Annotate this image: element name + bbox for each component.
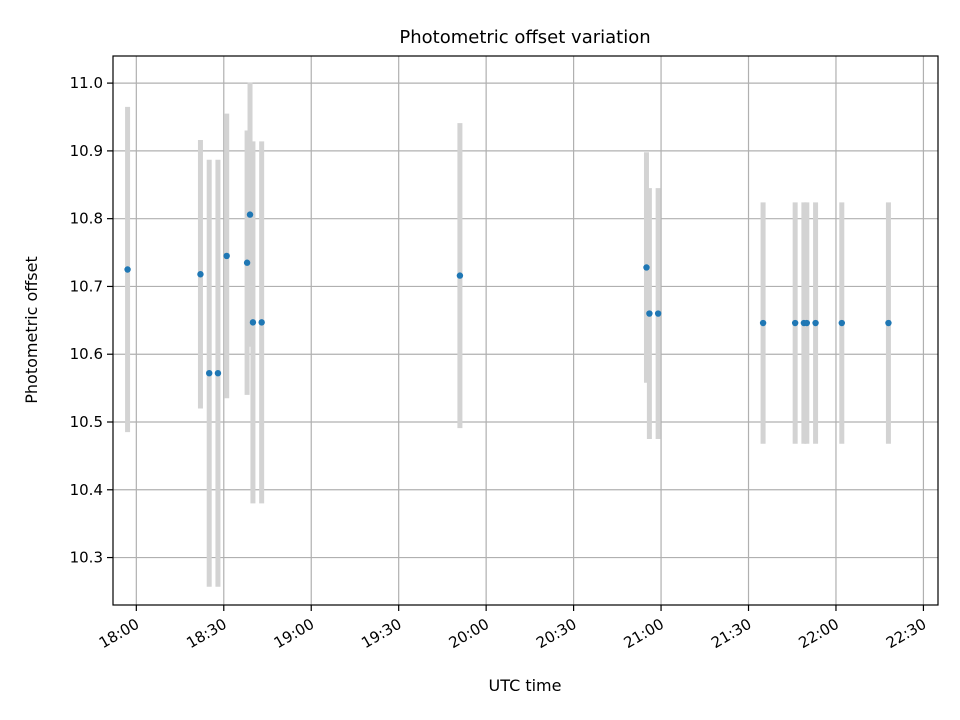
- y-axis-ticks: 10.3 10.4 10.5 10.6 10.7 10.8 10.9 11.0: [70, 74, 113, 567]
- x-tick-label: 21:00: [621, 615, 667, 652]
- x-tick-label: 22:00: [796, 615, 842, 652]
- data-point: [124, 266, 131, 273]
- x-tick-label: 18:00: [96, 615, 142, 652]
- data-point: [249, 319, 257, 326]
- data-point: [258, 319, 265, 326]
- x-tick-label: 20:00: [446, 615, 492, 652]
- data-point: [197, 271, 204, 278]
- x-axis-title: UTC time: [489, 676, 562, 695]
- y-tick-label: 10.9: [70, 142, 103, 160]
- data-points: [124, 211, 892, 377]
- plot-area-frame: [112, 55, 939, 606]
- x-tick-label: 19:30: [358, 615, 404, 652]
- data-point: [646, 310, 653, 317]
- y-axis-title: Photometric offset: [22, 256, 41, 404]
- y-tick-label: 11.0: [70, 74, 103, 92]
- data-point: [643, 264, 650, 271]
- x-tick-label: 21:30: [708, 615, 754, 652]
- data-point: [243, 259, 251, 266]
- data-point: [246, 211, 254, 218]
- y-tick-label: 10.6: [70, 345, 103, 363]
- data-point: [812, 319, 819, 327]
- x-tick-label: 19:00: [271, 615, 317, 652]
- data-point: [838, 319, 845, 327]
- data-point: [456, 272, 464, 279]
- x-tick-label: 18:30: [183, 615, 229, 652]
- data-point: [206, 370, 213, 377]
- data-point: [214, 370, 222, 377]
- y-tick-label: 10.7: [70, 277, 103, 295]
- chart-title: Photometric offset variation: [399, 27, 650, 48]
- x-axis-ticks: 18:00 18:30 19:00 19:30 20:00 20:30 21:00 21:30…: [96, 605, 929, 652]
- x-tick-label: 22:30: [883, 615, 929, 652]
- x-tick-label: 20:30: [533, 615, 579, 652]
- y-tick-label: 10.4: [70, 481, 103, 499]
- data-point: [885, 319, 892, 327]
- y-tick-label: 10.3: [70, 549, 103, 567]
- data-point: [759, 319, 767, 327]
- y-tick-label: 10.5: [70, 413, 103, 431]
- data-point: [803, 319, 811, 327]
- y-tick-label: 10.8: [70, 210, 103, 228]
- data-point: [654, 310, 662, 317]
- data-point: [791, 319, 799, 327]
- error-bars: [125, 82, 891, 587]
- data-point: [223, 252, 230, 260]
